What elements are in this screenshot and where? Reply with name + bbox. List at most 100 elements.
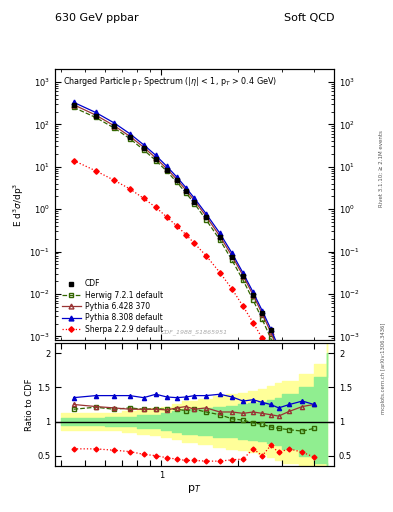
CDF (192, 199, 197, 205)
Sherpa 2.2.9 default (94, 168, 98, 174)
Pythia 8.308 default (217, 230, 222, 237)
Pythia 8.308 default (268, 326, 273, 332)
Herwig 7.2.1 default (112, 125, 116, 131)
Pythia 6.428 370 (204, 213, 208, 219)
Pythia 8.308 default (230, 250, 235, 257)
Pythia 8.308 default (112, 120, 116, 126)
Sherpa 2.2.9 default (230, 286, 235, 292)
Pythia 8.308 default (312, 422, 316, 429)
Pythia 8.308 default (165, 163, 169, 169)
Pythia 6.428 370 (241, 272, 246, 279)
CDF (204, 214, 208, 220)
Sherpa 2.2.9 default (241, 303, 246, 309)
Pythia 6.428 370 (276, 348, 281, 354)
Pythia 6.428 370 (71, 101, 76, 108)
CDF (251, 292, 255, 298)
Pythia 8.308 default (141, 142, 146, 148)
CDF (260, 310, 264, 316)
Herwig 7.2.1 default (154, 158, 158, 164)
Pythia 8.308 default (71, 99, 76, 105)
Pythia 8.308 default (241, 270, 246, 276)
Herwig 7.2.1 default (165, 168, 169, 175)
Sherpa 2.2.9 default (300, 412, 305, 418)
Sherpa 2.2.9 default (112, 177, 116, 183)
Y-axis label: Ratio to CDF: Ratio to CDF (25, 378, 34, 431)
Sherpa 2.2.9 default (141, 195, 146, 201)
Sherpa 2.2.9 default (184, 231, 188, 238)
CDF (268, 327, 273, 333)
Herwig 7.2.1 default (184, 190, 188, 196)
Line: Herwig 7.2.1 default: Herwig 7.2.1 default (71, 105, 316, 443)
Pythia 6.428 370 (268, 329, 273, 335)
Sherpa 2.2.9 default (165, 214, 169, 220)
Line: Sherpa 2.2.9 default: Sherpa 2.2.9 default (72, 159, 316, 442)
Herwig 7.2.1 default (94, 114, 98, 120)
Herwig 7.2.1 default (141, 147, 146, 153)
Pythia 6.428 370 (300, 399, 305, 406)
Pythia 8.308 default (174, 174, 179, 180)
Pythia 6.428 370 (165, 166, 169, 172)
Text: 630 GeV ppbar: 630 GeV ppbar (55, 13, 139, 23)
Text: Charged Particle p$_T$ Spectrum (|$\eta$| < 1, p$_T$ > 0.4 GeV): Charged Particle p$_T$ Spectrum (|$\eta$… (63, 75, 277, 88)
Pythia 6.428 370 (184, 187, 188, 193)
Pythia 6.428 370 (127, 133, 132, 139)
Herwig 7.2.1 default (276, 354, 281, 360)
CDF (141, 145, 146, 151)
Pythia 8.308 default (300, 395, 305, 401)
Sherpa 2.2.9 default (268, 351, 273, 357)
Herwig 7.2.1 default (230, 257, 235, 263)
Sherpa 2.2.9 default (251, 319, 255, 326)
Pythia 6.428 370 (112, 122, 116, 129)
Pythia 6.428 370 (192, 198, 197, 204)
Text: CDF_1988_S1865951: CDF_1988_S1865951 (161, 329, 228, 335)
CDF (300, 395, 305, 401)
Pythia 8.308 default (251, 289, 255, 295)
Pythia 6.428 370 (217, 233, 222, 239)
Sherpa 2.2.9 default (174, 223, 179, 229)
Pythia 8.308 default (192, 195, 197, 201)
Sherpa 2.2.9 default (204, 252, 208, 259)
Pythia 8.308 default (276, 344, 281, 350)
CDF (94, 113, 98, 119)
Sherpa 2.2.9 default (127, 186, 132, 192)
CDF (165, 166, 169, 173)
CDF (184, 188, 188, 194)
Herwig 7.2.1 default (217, 237, 222, 243)
CDF (241, 272, 246, 279)
Pythia 6.428 370 (251, 292, 255, 298)
Pythia 6.428 370 (154, 155, 158, 161)
CDF (112, 123, 116, 130)
Herwig 7.2.1 default (312, 437, 316, 443)
CDF (276, 344, 281, 350)
Text: mcplots.cern.ch [arXiv:1306.3436]: mcplots.cern.ch [arXiv:1306.3436] (381, 323, 386, 414)
Pythia 8.308 default (184, 185, 188, 191)
Sherpa 2.2.9 default (71, 158, 76, 164)
Herwig 7.2.1 default (192, 201, 197, 207)
CDF (287, 367, 292, 373)
Line: CDF: CDF (71, 103, 316, 428)
Herwig 7.2.1 default (71, 104, 76, 111)
Text: Soft QCD: Soft QCD (284, 13, 334, 23)
Text: Rivet 3.1.10; ≥ 2.1M events: Rivet 3.1.10; ≥ 2.1M events (379, 131, 384, 207)
Pythia 8.308 default (287, 367, 292, 373)
Line: Pythia 6.428 370: Pythia 6.428 370 (71, 102, 316, 432)
CDF (71, 102, 76, 109)
Herwig 7.2.1 default (241, 277, 246, 283)
CDF (217, 234, 222, 240)
Herwig 7.2.1 default (287, 379, 292, 385)
Line: Pythia 8.308 default: Pythia 8.308 default (71, 100, 316, 428)
CDF (230, 254, 235, 260)
Sherpa 2.2.9 default (287, 387, 292, 393)
Pythia 8.308 default (127, 131, 132, 137)
Pythia 8.308 default (204, 210, 208, 217)
Pythia 6.428 370 (94, 112, 98, 118)
CDF (174, 177, 179, 183)
Pythia 8.308 default (154, 152, 158, 158)
Pythia 6.428 370 (287, 371, 292, 377)
Herwig 7.2.1 default (174, 179, 179, 185)
Pythia 6.428 370 (230, 253, 235, 259)
Sherpa 2.2.9 default (217, 269, 222, 275)
Herwig 7.2.1 default (268, 335, 273, 342)
Pythia 6.428 370 (312, 426, 316, 432)
CDF (154, 156, 158, 162)
